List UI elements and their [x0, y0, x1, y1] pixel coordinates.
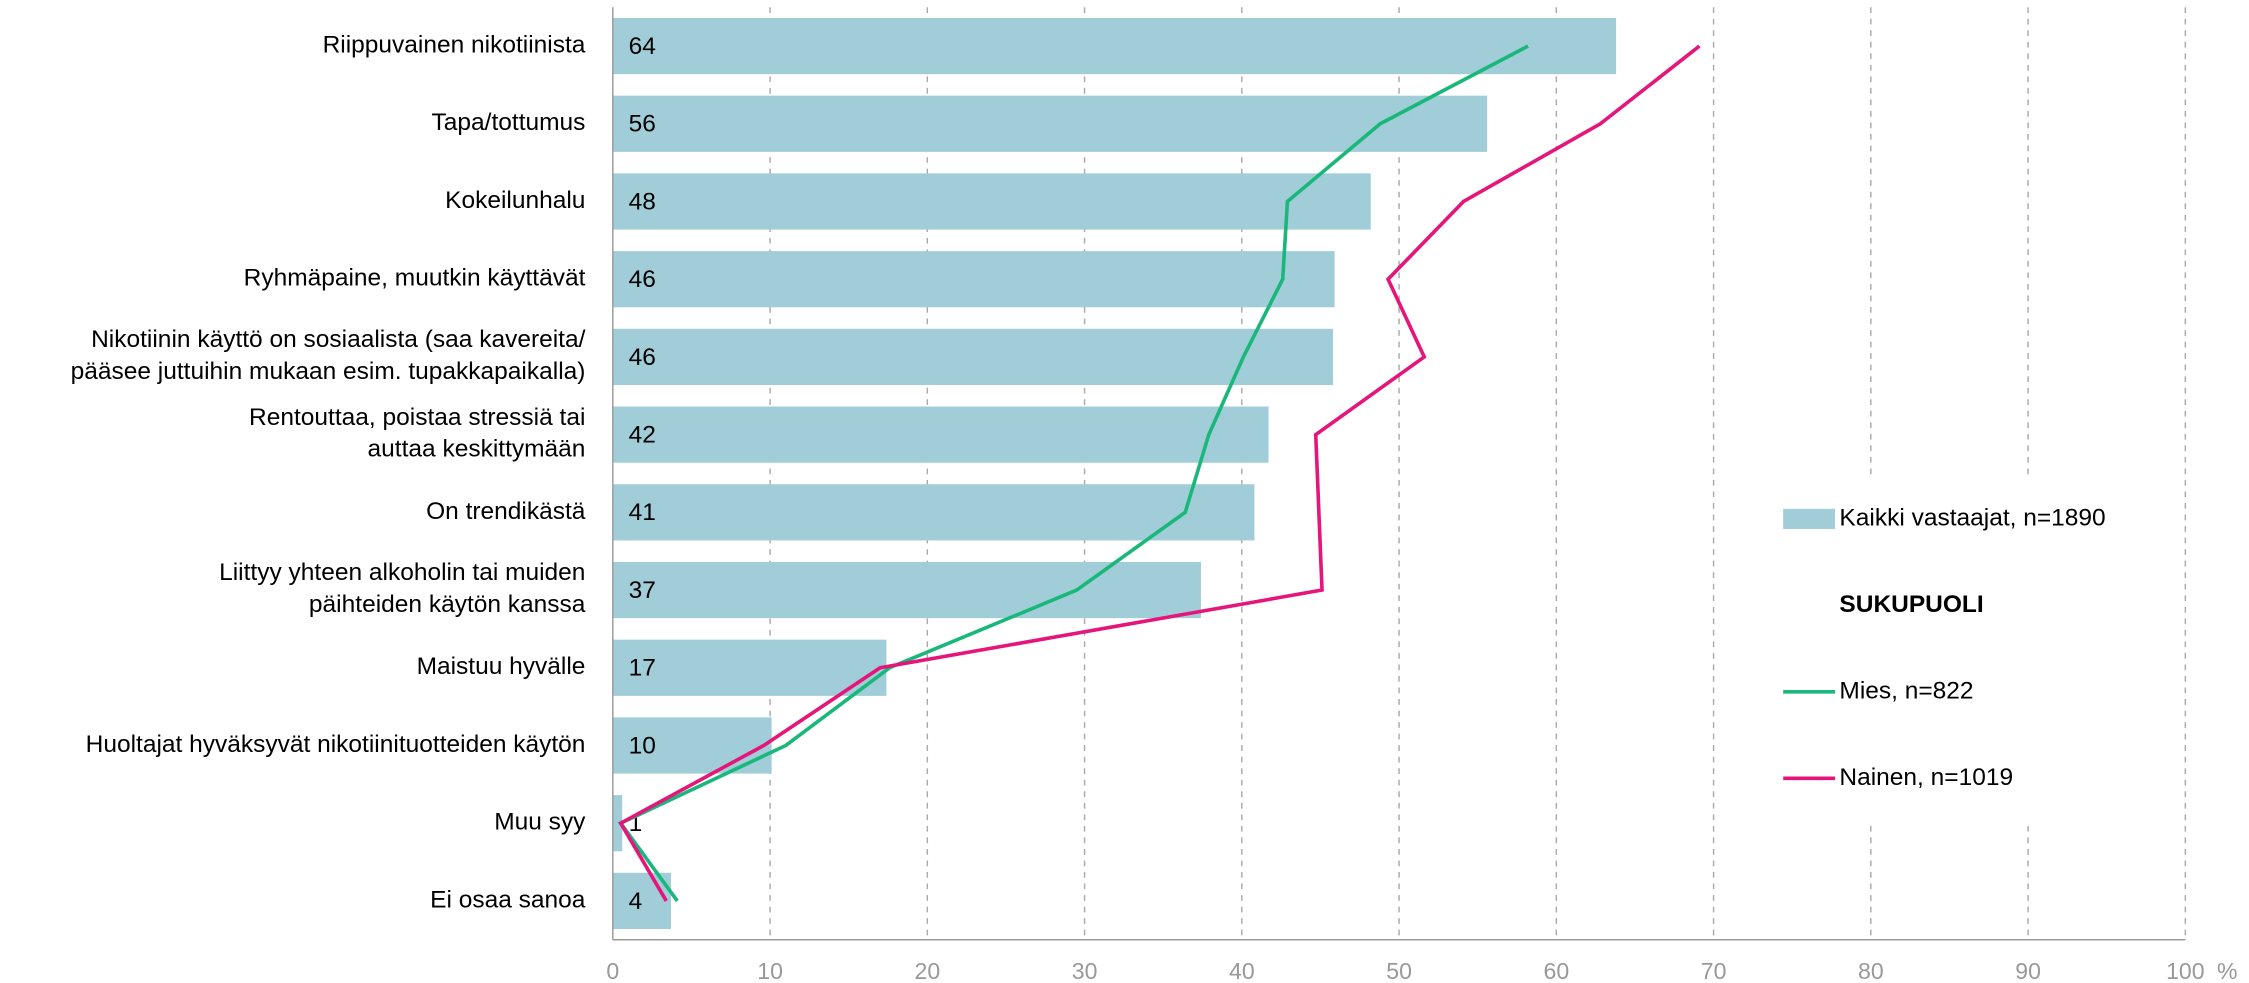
legend-label: Mies, n=822 — [1839, 677, 1973, 704]
category-label: Nikotiinin käyttö on sosiaalista (saa ka… — [71, 327, 586, 386]
category-label: Liittyy yhteen alkoholin tai muiden päiht… — [219, 560, 586, 619]
bar — [612, 251, 1335, 308]
bar — [612, 561, 1201, 619]
bar — [612, 328, 1334, 386]
bar-value-label: 46 — [629, 344, 656, 371]
x-tick-label: 90 — [2015, 958, 2041, 983]
legend-group-title: SUKUPUOLI — [1839, 591, 1983, 618]
category-label: Ei osaa sanoa — [430, 886, 586, 913]
category-label: Muu syy — [494, 809, 586, 836]
bar — [612, 639, 887, 696]
line-series — [618, 44, 1701, 902]
x-tick-label: 10 — [757, 958, 783, 983]
legend-label: Kaikki vastaajat, n=1890 — [1839, 504, 2105, 531]
bar-value-label: 17 — [629, 655, 656, 682]
x-tick-label: 20 — [915, 958, 941, 983]
x-tick-label: 30 — [1072, 958, 1098, 983]
category-label: On trendikästä — [426, 498, 586, 525]
bar — [612, 406, 1269, 463]
category-label: Maistuu hyvälle — [417, 653, 586, 680]
bar — [612, 95, 1488, 152]
bar-value-label: 37 — [629, 577, 656, 604]
bar-value-label: 10 — [629, 732, 656, 759]
legend-background — [1765, 475, 2163, 822]
x-tick-label: 40 — [1229, 958, 1255, 983]
bar-value-label: 64 — [629, 33, 656, 60]
bar — [612, 872, 672, 930]
x-tick-label: 50 — [1386, 958, 1412, 983]
bar-value-label: 48 — [629, 188, 656, 215]
x-tick-label: 0 — [606, 958, 619, 983]
bar-value-label: 4 — [629, 888, 643, 915]
x-tick-label: 100 — [2166, 958, 2204, 983]
category-label: Tapa/tottumus — [432, 109, 586, 136]
bar — [612, 17, 1617, 75]
category-label: Rentouttaa, poistaa stressiä tai auttaa k… — [249, 404, 585, 463]
bar — [612, 173, 1371, 230]
x-tick-label: 60 — [1544, 958, 1570, 983]
x-tick-label: 80 — [1858, 958, 1884, 983]
category-label: Riippuvainen nikotiinista — [323, 32, 586, 59]
bar — [612, 795, 623, 852]
category-label: Huoltajat hyväksyvät nikotiinituotteiden… — [86, 731, 586, 758]
line-series — [617, 44, 1529, 902]
bar — [612, 484, 1255, 541]
legend-label: Nainen, n=1019 — [1839, 764, 2013, 791]
legend-swatch — [1783, 508, 1836, 529]
category-label: Kokeilunhalu — [445, 187, 585, 214]
bar-value-label: 41 — [629, 499, 656, 526]
bar-value-label: 42 — [629, 422, 656, 449]
x-tick-label: 70 — [1701, 958, 1727, 983]
bar-value-label: 56 — [629, 111, 656, 138]
bar-value-label: 46 — [629, 266, 656, 293]
category-label: Ryhmäpaine, muutkin käyttävät — [244, 265, 586, 292]
x-unit: % — [2217, 958, 2238, 983]
